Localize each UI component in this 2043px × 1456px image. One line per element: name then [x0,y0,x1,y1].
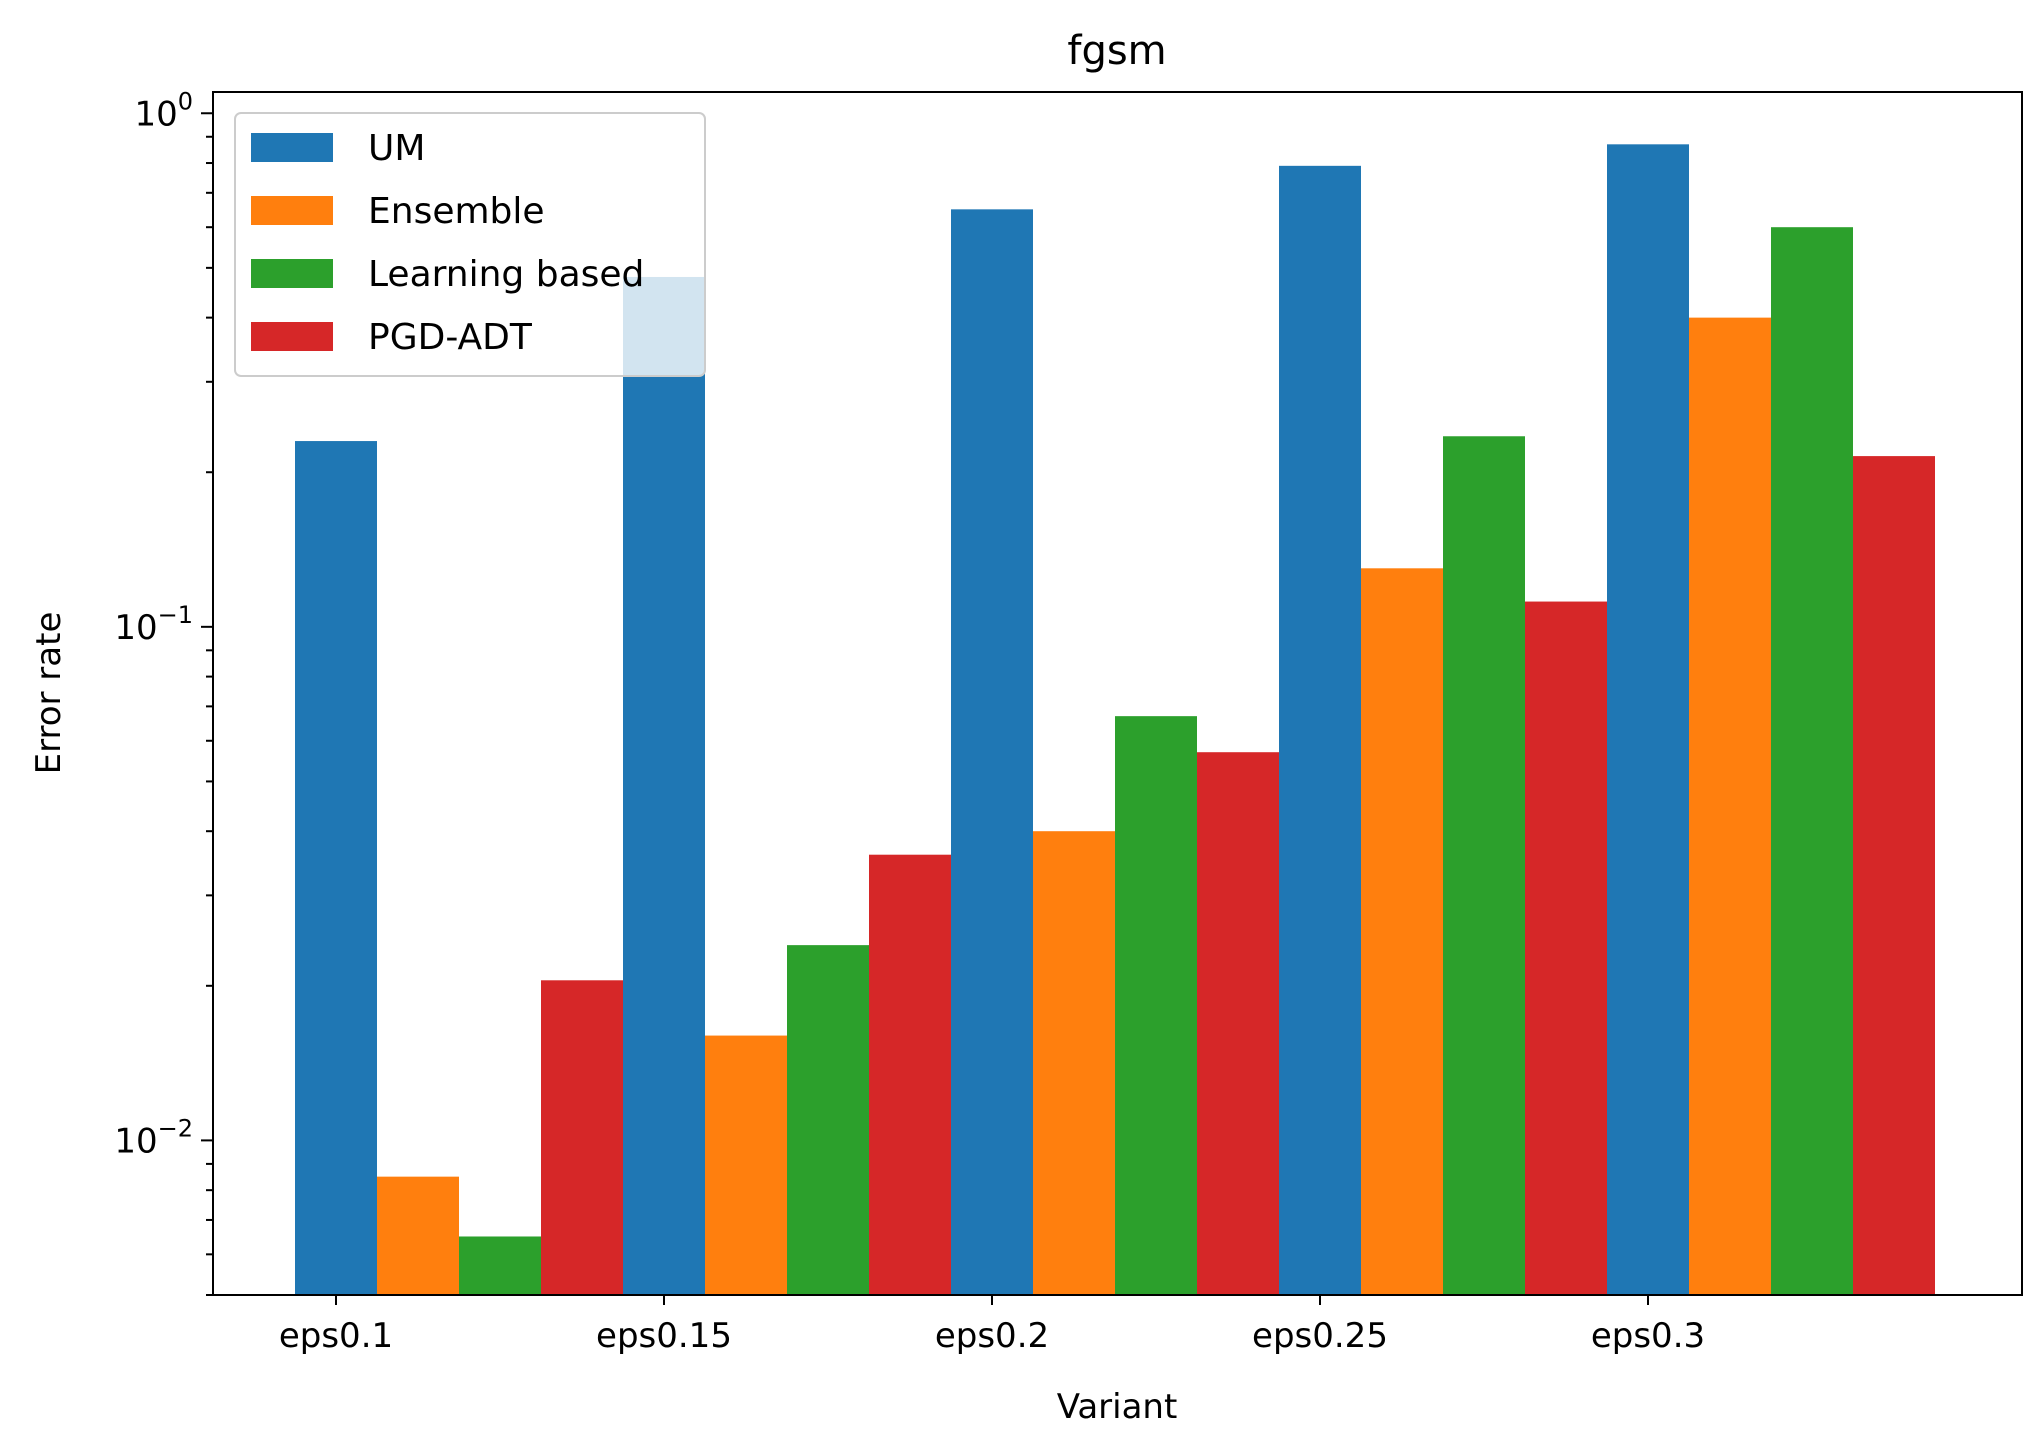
bar-pgd-adt-eps0-3 [1853,456,1935,1295]
x-tick-label: eps0.1 [279,1316,393,1356]
legend-label-pgd-adt: PGD-ADT [368,317,533,358]
bar-um-eps0-1 [295,441,377,1296]
legend-label-um: UM [368,128,425,169]
y-tick-label: 100 [134,87,193,134]
bar-pgd-adt-eps0-15 [869,854,951,1295]
legend-swatch-um [251,133,333,162]
bars-layer [295,144,1935,1296]
bar-ensemble-eps0-15 [705,1035,787,1295]
x-tick-label: eps0.3 [1591,1316,1705,1356]
x-axis-label: Variant [1057,1387,1178,1427]
y-tick-label: 10−1 [114,601,193,648]
bar-learning-based-eps0-3 [1771,227,1853,1296]
bar-pgd-adt-eps0-2 [1197,752,1279,1295]
legend-swatch-learning-based [251,259,333,288]
ticks-layer: eps0.1 eps0.15 eps0.2 eps0.25 eps0.3 100 10−1 1… [114,87,1705,1356]
bar-um-eps0-3 [1607,144,1689,1296]
legend: UM Ensemble Learning based PGD-ADT [234,112,706,377]
bar-um-eps0-2 [951,209,1033,1295]
bar-ensemble-eps0-2 [1033,831,1115,1295]
bar-learning-based-eps0-15 [787,945,869,1295]
legend-swatch-ensemble [251,196,333,225]
plot-frame [212,91,2023,1296]
bar-pgd-adt-eps0-25 [1525,601,1607,1295]
chart-title: fgsm [1067,28,1166,74]
bar-ensemble-eps0-3 [1689,317,1771,1296]
legend-box [234,112,706,377]
x-tick-label: eps0.15 [596,1316,732,1356]
y-tick-label: 10−2 [114,1114,193,1161]
bar-learning-based-eps0-1 [459,1236,541,1295]
legend-label-ensemble: Ensemble [368,191,545,232]
bar-learning-based-eps0-2 [1115,716,1197,1295]
legend-label-learning-based: Learning based [368,254,644,295]
x-tick-label: eps0.2 [935,1316,1049,1356]
bar-learning-based-eps0-25 [1443,436,1525,1295]
bar-ensemble-eps0-1 [377,1176,459,1295]
bar-um-eps0-15 [623,276,705,1296]
legend-swatch-pgd-adt [251,322,333,351]
bar-um-eps0-25 [1279,165,1361,1295]
bar-ensemble-eps0-25 [1361,568,1443,1295]
y-axis-label: Error rate [29,612,69,775]
x-tick-label: eps0.25 [1252,1316,1388,1356]
bar-pgd-adt-eps0-1 [541,980,623,1295]
